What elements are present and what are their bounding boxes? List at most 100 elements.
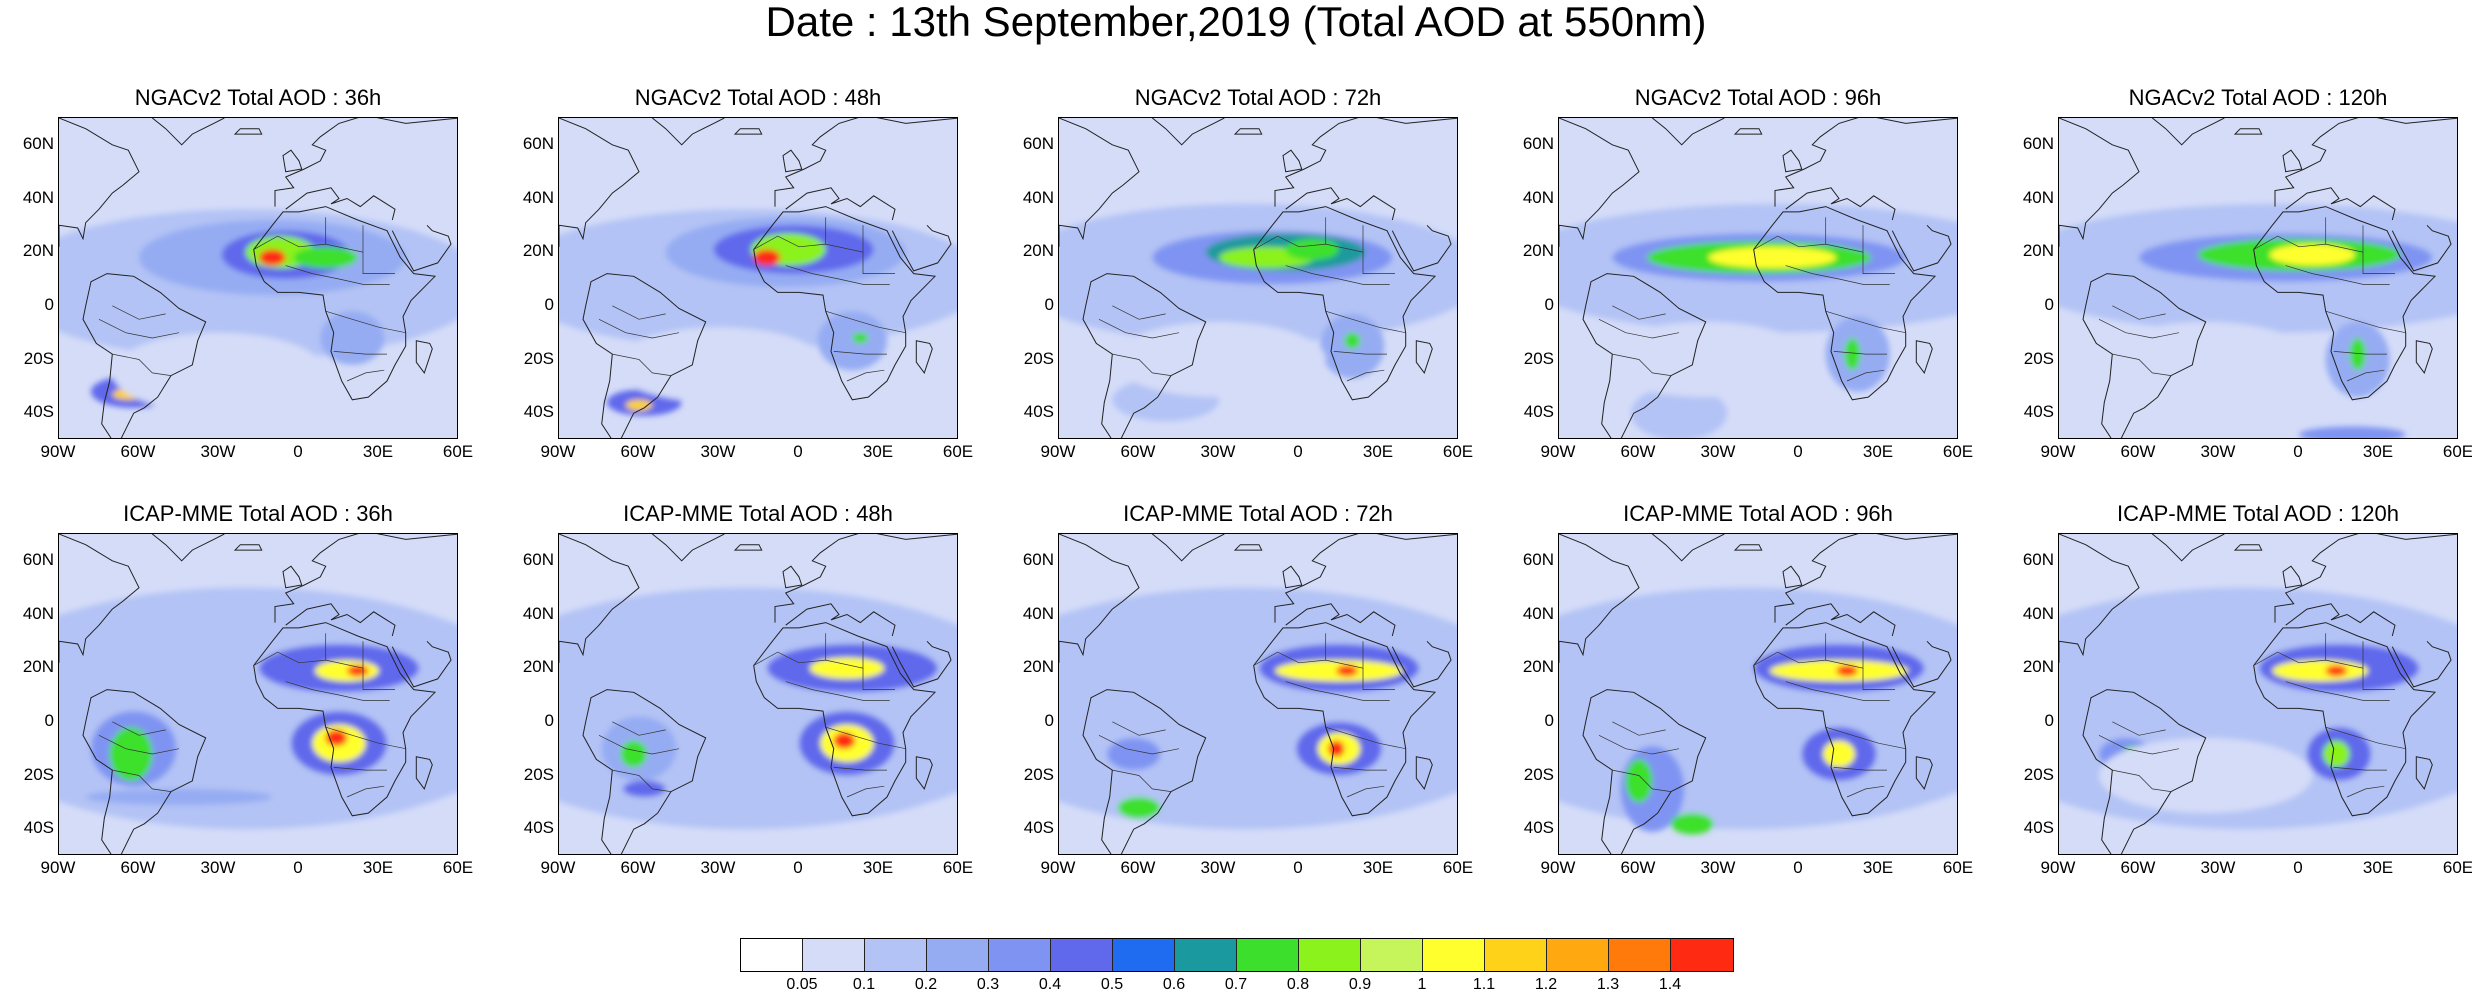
colorbar-tick-label: 0.6 bbox=[1162, 976, 1186, 993]
aod-plume bbox=[2099, 737, 2313, 814]
coastline bbox=[2253, 622, 2437, 817]
country-border bbox=[2346, 785, 2385, 798]
longitude-axis: 90W 60W 30W 0 30E 60E bbox=[1041, 858, 1474, 880]
longitude-tick-label: 60W bbox=[620, 442, 656, 461]
aod-map bbox=[2059, 118, 2457, 438]
coastline bbox=[582, 689, 707, 854]
latitude-tick-label: 40N bbox=[2022, 603, 2054, 623]
longitude-tick-label: 60W bbox=[120, 858, 156, 877]
latitude-tick-label: 60N bbox=[2022, 549, 2054, 569]
aod-plume bbox=[293, 246, 358, 269]
map-frame bbox=[58, 117, 458, 439]
country-border bbox=[2285, 265, 2390, 285]
colorbar-tick-label: 0.8 bbox=[1286, 976, 1310, 993]
longitude-tick-label: 60W bbox=[120, 442, 156, 461]
aod-plume bbox=[1625, 759, 1653, 803]
coastline bbox=[2253, 206, 2437, 401]
country-border bbox=[1833, 351, 1887, 355]
aod-map bbox=[1059, 118, 1457, 438]
aod-plume bbox=[112, 332, 326, 414]
coastline bbox=[2082, 689, 2207, 854]
aod-plume bbox=[753, 249, 781, 266]
coastline bbox=[1915, 340, 1933, 374]
country-border bbox=[1098, 734, 1180, 755]
country-border bbox=[112, 769, 172, 792]
coastline bbox=[774, 118, 957, 207]
latitude-tick-label: 20N bbox=[522, 241, 554, 261]
map-panel: ICAP-MME Total AOD : 96h 60N 40N 20N 0 20S 40S… bbox=[1523, 502, 1973, 878]
latitude-axis: 60N 40N 20N 0 20S 40S bbox=[1508, 117, 1554, 439]
country-border bbox=[98, 318, 180, 339]
latitude-tick-label: 60N bbox=[22, 549, 54, 569]
country-border bbox=[1253, 235, 1395, 274]
colorbar-swatch bbox=[803, 939, 865, 971]
aod-plume bbox=[1708, 246, 1837, 269]
colorbar-labels: 0.05 0.1 0.2 0.3 0.4 0.5 0.6 0.7 0.8 0.9 1 1.1 1.2 1.… bbox=[740, 976, 1732, 996]
colorbar-swatch bbox=[989, 939, 1051, 971]
coastline bbox=[2285, 603, 2396, 637]
country-border bbox=[333, 351, 387, 355]
aod-plume bbox=[2272, 660, 2369, 682]
latitude-tick-label: 20S bbox=[1023, 764, 1054, 784]
country-border bbox=[1833, 767, 1887, 771]
aod-plume bbox=[1328, 740, 1345, 757]
coastline bbox=[1059, 118, 1140, 247]
coastline bbox=[59, 534, 140, 663]
panel-title: ICAP-MME Total AOD : 72h bbox=[1123, 501, 1393, 526]
country-border bbox=[1112, 769, 1172, 792]
longitude-tick-label: 60E bbox=[442, 442, 474, 461]
longitude-tick-label: 30W bbox=[200, 442, 236, 461]
longitude-tick-label: 30E bbox=[2362, 442, 2394, 461]
latitude-tick-label: 60N bbox=[1522, 549, 1554, 569]
coastline bbox=[1753, 622, 1937, 817]
longitude-tick-label: 30W bbox=[2200, 442, 2236, 461]
aod-plume bbox=[833, 732, 855, 749]
map-panel: ICAP-MME Total AOD : 48h 60N 40N 20N 0 20S 40S… bbox=[523, 502, 973, 878]
aod-plume bbox=[325, 729, 347, 746]
coastline bbox=[2151, 118, 2225, 146]
colorbar-swatch bbox=[865, 939, 927, 971]
latitude-tick-label: 40N bbox=[2022, 187, 2054, 207]
coastline bbox=[285, 603, 396, 637]
coastline bbox=[915, 340, 933, 374]
map-panel: ICAP-MME Total AOD : 72h 60N 40N 20N 0 20S 40S… bbox=[1023, 501, 1473, 878]
longitude-tick-label: 60E bbox=[1442, 858, 1474, 877]
coastline bbox=[753, 206, 937, 401]
latitude-tick-label: 0 bbox=[1544, 710, 1554, 730]
coastline bbox=[415, 340, 433, 374]
country-border bbox=[612, 769, 672, 792]
latitude-tick-label: 20N bbox=[2022, 657, 2054, 677]
coastline bbox=[274, 118, 457, 207]
latitude-tick-label: 40S bbox=[1023, 402, 1054, 422]
coastline bbox=[582, 273, 707, 438]
longitude-axis: 90W 60W 30W 0 30E 60E bbox=[541, 442, 974, 464]
coastline bbox=[2233, 128, 2263, 135]
aod-map bbox=[59, 534, 457, 854]
colorbar-tick-label: 0.3 bbox=[976, 976, 1000, 993]
colorbar-swatch bbox=[1423, 939, 1485, 971]
aod-plume bbox=[2349, 338, 2366, 371]
coastline bbox=[651, 118, 725, 146]
coastline bbox=[233, 128, 263, 135]
aod-plume bbox=[1844, 338, 1861, 371]
coastline bbox=[1785, 187, 1896, 221]
country-border bbox=[825, 726, 906, 750]
country-border bbox=[1112, 305, 1166, 320]
latitude-axis: 60N 40N 20N 0 20S 40S bbox=[8, 117, 54, 439]
latitude-tick-label: 60N bbox=[522, 133, 554, 153]
coastline bbox=[1785, 603, 1896, 637]
latitude-tick-label: 0 bbox=[544, 710, 554, 730]
longitude-tick-label: 0 bbox=[1293, 442, 1303, 461]
coastline bbox=[2391, 224, 2452, 272]
coastline bbox=[1415, 340, 1433, 374]
latitude-tick-label: 0 bbox=[44, 710, 54, 730]
latitude-tick-label: 0 bbox=[44, 294, 54, 314]
latitude-axis: 60N 40N 20N 0 20S 40S bbox=[1508, 533, 1554, 855]
longitude-tick-label: 60E bbox=[1442, 442, 1474, 461]
map-panel: ICAP-MME Total AOD : 36h 60N 40N 20N 0 20S 40S… bbox=[23, 502, 473, 878]
country-border bbox=[325, 726, 406, 750]
country-border bbox=[2285, 681, 2390, 701]
latitude-tick-label: 40N bbox=[1522, 603, 1554, 623]
coastline bbox=[151, 118, 225, 146]
coastline bbox=[651, 534, 725, 562]
